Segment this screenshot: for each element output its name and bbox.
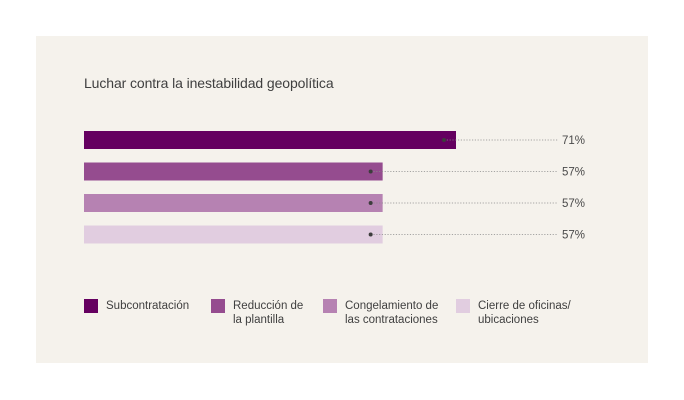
legend-label: Subcontratación	[106, 300, 190, 312]
legend-swatch	[323, 299, 337, 313]
bar-2	[84, 162, 383, 181]
value-label-1: 71%	[562, 135, 585, 147]
value-marker-4	[368, 232, 373, 237]
bar-chart: 71% 57% 57% 57%	[84, 131, 585, 244]
legend-item-subcontratacion: Subcontratación	[84, 299, 189, 313]
chart-title: Luchar contra la inestabilidad geopolíti…	[84, 75, 334, 91]
legend-label: Reducción de la plantilla	[233, 300, 304, 326]
legend-item-cierre: Cierre de oficinas/ubicaciones	[456, 299, 571, 327]
legend-item-reduccion: Reducción de la plantilla	[211, 299, 303, 327]
bar-3	[84, 194, 383, 212]
bar-1	[84, 131, 456, 149]
legend-item-congelamiento: Congelamiento de las contrataciones	[323, 299, 438, 327]
legend-swatch	[84, 299, 98, 313]
bar-4	[84, 225, 383, 244]
value-label-2: 57%	[562, 167, 585, 179]
chart-legend: Subcontratación Reducción de la plantilla…	[84, 299, 604, 339]
legend-label: Congelamiento de las contrataciones	[345, 300, 439, 326]
value-marker-2	[368, 169, 373, 174]
value-marker-1	[442, 138, 446, 142]
value-label-3: 57%	[562, 198, 585, 210]
value-label-4: 57%	[562, 230, 585, 242]
legend-swatch	[456, 299, 470, 313]
legend-swatch	[211, 299, 225, 313]
chart-card: Luchar contra la inestabilidad geopolíti…	[36, 36, 648, 363]
legend-label: Cierre de oficinas/ubicaciones	[478, 300, 571, 326]
value-marker-3	[368, 201, 373, 205]
